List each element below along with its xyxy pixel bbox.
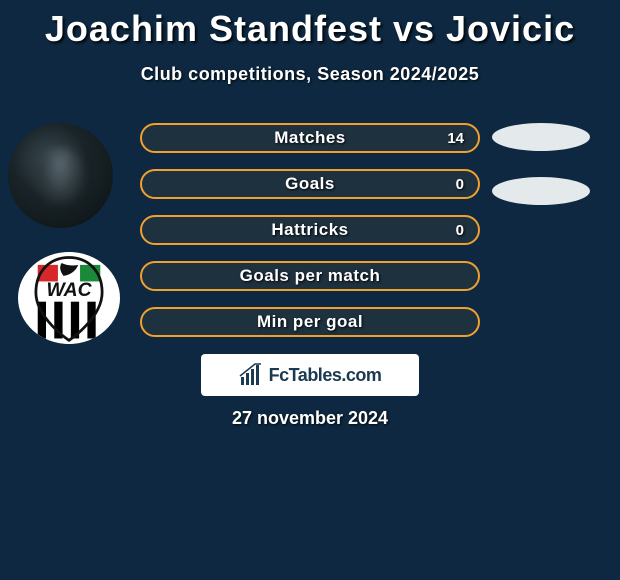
stat-label: Hattricks <box>271 220 348 240</box>
blob-2 <box>492 177 590 205</box>
branding-box[interactable]: FcTables.com <box>201 354 419 396</box>
stat-value: 0 <box>456 222 464 239</box>
stat-value: 0 <box>456 176 464 193</box>
date-label: 27 november 2024 <box>0 408 620 429</box>
opponent-stat-blobs <box>492 123 600 231</box>
bar-chart-icon <box>239 363 263 387</box>
stat-row-matches: Matches 14 <box>140 123 480 153</box>
svg-text:WAC: WAC <box>46 280 92 301</box>
subtitle: Club competitions, Season 2024/2025 <box>0 64 620 85</box>
stat-row-goals: Goals 0 <box>140 169 480 199</box>
stat-label: Matches <box>274 128 346 148</box>
stat-row-hattricks: Hattricks 0 <box>140 215 480 245</box>
club-badge: WAC <box>18 252 120 344</box>
blob-1 <box>492 123 590 151</box>
stat-row-goals-per-match: Goals per match <box>140 261 480 291</box>
stat-label: Min per goal <box>257 312 363 332</box>
player-avatar-left <box>8 123 113 228</box>
stats-pills: Matches 14 Goals 0 Hattricks 0 Goals per… <box>140 123 480 353</box>
branding-text: FcTables.com <box>269 365 382 386</box>
page-title: Joachim Standfest vs Jovicic <box>0 0 620 50</box>
stat-label: Goals per match <box>240 266 381 286</box>
stat-label: Goals <box>285 174 335 194</box>
stat-row-min-per-goal: Min per goal <box>140 307 480 337</box>
stat-value: 14 <box>447 130 464 147</box>
